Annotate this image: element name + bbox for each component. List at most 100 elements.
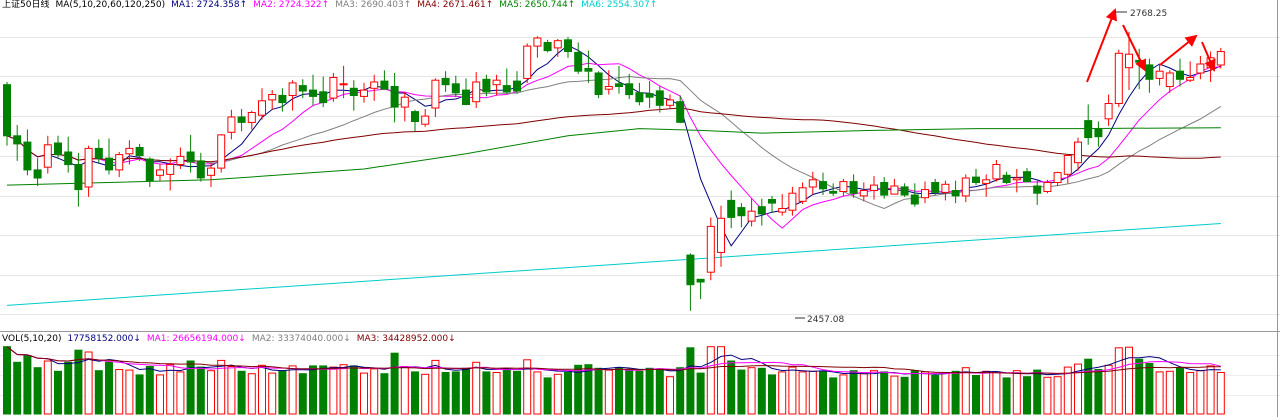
volume-bar xyxy=(207,370,215,415)
ma20-line xyxy=(6,75,1222,210)
candle-body xyxy=(768,199,776,204)
candle xyxy=(502,68,511,94)
candle xyxy=(513,71,521,94)
volume-bar xyxy=(186,360,195,415)
candle-body xyxy=(125,147,134,155)
candle xyxy=(931,178,940,196)
volume-bar xyxy=(1023,376,1031,415)
candle-body xyxy=(1125,53,1133,69)
candle-body xyxy=(513,80,521,92)
volume-value: 17758152.000↓ xyxy=(67,334,141,344)
volume-bar xyxy=(870,370,878,415)
trend-arrow xyxy=(1122,24,1146,72)
volume-bar xyxy=(543,377,552,415)
candle-body xyxy=(94,147,103,159)
candle-body xyxy=(33,169,42,179)
trend-arrow xyxy=(1159,34,1198,66)
volume-bar xyxy=(431,359,440,415)
candle xyxy=(64,136,73,173)
volume-ma2-value: MA2: 33374040.000↓ xyxy=(251,334,351,344)
volume-bar xyxy=(33,367,42,415)
candle xyxy=(105,138,113,175)
candle xyxy=(686,253,695,311)
candle xyxy=(176,147,185,169)
candle xyxy=(339,65,348,99)
candle xyxy=(645,81,654,108)
candle-body xyxy=(441,77,450,86)
candle xyxy=(604,70,613,95)
candle xyxy=(1084,104,1093,145)
candle-body xyxy=(207,167,215,176)
candle-body xyxy=(451,83,460,94)
candle-body xyxy=(961,177,970,197)
volume-bar xyxy=(859,373,868,415)
volume-bar xyxy=(227,366,236,415)
volume-bar xyxy=(921,371,929,415)
candle xyxy=(961,174,970,203)
candle xyxy=(523,43,532,83)
candle-body xyxy=(492,79,501,86)
volume-bar xyxy=(513,370,521,415)
trend-arrows xyxy=(1086,8,1216,83)
candle xyxy=(360,82,368,103)
candle xyxy=(268,90,277,110)
volume-bar xyxy=(992,371,1001,415)
candle-body xyxy=(1043,182,1052,192)
candle-body xyxy=(788,192,797,211)
candle xyxy=(492,74,501,96)
candle-body xyxy=(309,89,317,97)
volume-bar xyxy=(196,366,205,415)
candle-body xyxy=(1033,185,1042,194)
high-price-label: 2768.25 xyxy=(1130,9,1167,19)
candle xyxy=(309,74,317,106)
candle-body xyxy=(217,134,226,169)
volume-bar xyxy=(54,370,62,415)
candle xyxy=(533,36,542,58)
candle xyxy=(1023,168,1031,183)
candle-body xyxy=(145,158,154,182)
candle-body xyxy=(196,160,205,179)
volume-bar xyxy=(380,373,389,415)
candle xyxy=(696,278,705,300)
volume-bar xyxy=(247,373,256,415)
candle xyxy=(676,95,685,124)
candle xyxy=(1104,94,1113,126)
ma2-value: MA2: 2724.322↑ xyxy=(253,0,330,10)
chart-title: 上证50日线 xyxy=(2,0,50,10)
volume-bar xyxy=(258,364,266,415)
volume-bar xyxy=(900,376,909,415)
candle-body xyxy=(1063,155,1072,175)
candles xyxy=(3,31,1225,311)
volume-bar xyxy=(115,369,124,415)
volume-ma-lines xyxy=(6,346,1221,376)
candle-body xyxy=(1053,172,1062,184)
candle xyxy=(23,129,32,176)
candle-body xyxy=(23,141,32,171)
candle xyxy=(135,143,144,161)
candle xyxy=(584,50,593,83)
volume-bar xyxy=(319,365,328,415)
candle xyxy=(349,80,358,111)
volume-bar xyxy=(145,366,154,415)
candle-body xyxy=(74,164,83,191)
volume-bar xyxy=(788,366,797,415)
candle-body xyxy=(268,94,277,101)
ma1-value: MA1: 2724.358↑ xyxy=(171,0,248,10)
candle-body xyxy=(247,112,256,123)
volume-bar xyxy=(64,361,73,415)
ma6-value: MA6: 2554.307↑ xyxy=(581,0,658,10)
volume-bar xyxy=(737,369,746,415)
candle-body xyxy=(186,151,195,163)
candle xyxy=(788,186,797,216)
volume-params: VOL(5,10,20) xyxy=(2,334,62,344)
volume-bar xyxy=(1135,358,1144,415)
candle xyxy=(666,94,674,109)
volume-bar xyxy=(768,374,776,415)
ma5-value: MA5: 2650.744↑ xyxy=(499,0,576,10)
volume-bar xyxy=(829,377,838,415)
candle xyxy=(462,78,470,106)
candle xyxy=(941,180,950,201)
volume-bar xyxy=(74,349,83,415)
volume-bar xyxy=(3,346,11,415)
